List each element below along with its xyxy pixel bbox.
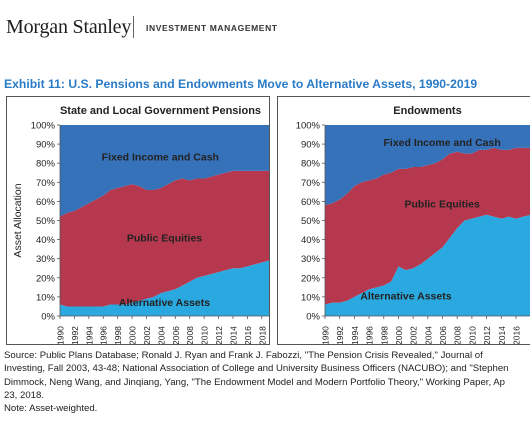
x-tick-label: 2000 — [128, 326, 138, 344]
x-tick-label: 2002 — [409, 326, 419, 344]
y-tick-label: 100% — [31, 121, 56, 132]
x-tick-label: 2016 — [511, 326, 521, 344]
area-fixed-income-and-cash — [325, 125, 530, 206]
source-line: Dimmock, Neng Wang, and Jinqiang, Yang, … — [4, 376, 505, 388]
series-label: Alternative Assets — [360, 290, 451, 302]
asset-weighted-note: Note: Asset-weighted. — [4, 403, 98, 415]
brand-logo: Morgan Stanley — [6, 16, 132, 38]
x-tick-label: 1996 — [99, 326, 109, 344]
x-tick-label: 2014 — [228, 326, 238, 344]
y-tick-label: 50% — [36, 216, 56, 227]
source-line: 23, 2018. — [4, 389, 45, 401]
x-tick-label: 1992 — [70, 326, 80, 344]
area-fixed-income-and-cash — [60, 125, 269, 217]
source-note: Source: Public Plans Database; Ronald J.… — [4, 349, 530, 415]
x-tick-label: 1990 — [321, 326, 331, 344]
x-tick-label: 2018 — [257, 326, 267, 344]
y-tick-label: 40% — [36, 235, 56, 246]
x-tick-label: 1994 — [84, 326, 94, 344]
series-label: Fixed Income and Cash — [102, 152, 219, 164]
x-tick-label: 1996 — [365, 326, 375, 344]
endowments-chart-panel: Endowments Alternative Assets Public Equit… — [277, 96, 530, 345]
exhibit-title: Exhibit 11: U.S. Pensions and Endowments… — [4, 77, 478, 91]
y-tick-label: 10% — [301, 292, 321, 303]
y-tick-label: 40% — [301, 235, 321, 246]
y-tick-label: 20% — [36, 273, 56, 284]
division-label: INVESTMENT MANAGEMENT — [146, 23, 278, 33]
x-tick-label: 2004 — [423, 326, 433, 344]
y-tick-label: 30% — [301, 254, 321, 265]
y-tick-label: 50% — [301, 216, 321, 227]
x-tick-label: 2002 — [142, 326, 152, 344]
x-tick-label: 2012 — [482, 326, 492, 344]
y-tick-label: 60% — [36, 197, 56, 208]
y-tick-label: 0% — [306, 312, 320, 323]
x-tick-label: 1992 — [335, 326, 345, 344]
x-tick-label: 2012 — [214, 326, 224, 344]
x-tick-label: 1998 — [113, 326, 123, 344]
series-label: Alternative Assets — [119, 297, 210, 309]
area-alternative-assets — [60, 260, 269, 316]
pensions-chart-panel: State and Local Government Pensions Alter… — [6, 96, 270, 345]
y-tick-label: 70% — [301, 178, 321, 189]
x-tick-label: 2004 — [156, 326, 166, 344]
y-tick-label: 90% — [36, 140, 56, 151]
y-tick-label: 20% — [301, 273, 321, 284]
x-tick-label: 2008 — [453, 326, 463, 344]
x-tick-label: 2006 — [171, 326, 181, 344]
x-tick-label: 2000 — [394, 326, 404, 344]
area-public-equities — [325, 147, 530, 305]
x-tick-label: 2008 — [185, 326, 195, 344]
area-public-equities — [60, 170, 269, 307]
x-tick-label: 2010 — [467, 326, 477, 344]
series-label: Fixed Income and Cash — [384, 137, 501, 149]
x-tick-label: 1994 — [350, 326, 360, 344]
pensions-area-chart: State and Local Government Pensions Alter… — [12, 105, 269, 344]
chart-title: State and Local Government Pensions — [60, 105, 261, 117]
header-divider — [133, 16, 134, 38]
x-tick-label: 2016 — [243, 326, 253, 344]
y-tick-label: 70% — [36, 178, 56, 189]
series-label: Public Equities — [405, 198, 480, 210]
y-tick-label: 30% — [36, 254, 56, 265]
y-tick-label: 10% — [36, 292, 56, 303]
x-tick-label: 1998 — [379, 326, 389, 344]
endowments-area-chart: Endowments Alternative Assets Public Equit… — [296, 105, 530, 344]
y-tick-label: 0% — [41, 312, 55, 323]
x-tick-label: 2014 — [497, 326, 507, 344]
chart-title: Endowments — [393, 105, 461, 117]
y-axis-label: Asset Allocation — [12, 183, 24, 257]
y-tick-label: 90% — [301, 140, 321, 151]
y-tick-label: 80% — [301, 159, 321, 170]
y-tick-label: 60% — [301, 197, 321, 208]
y-tick-label: 80% — [36, 159, 56, 170]
x-tick-label: 1990 — [56, 326, 66, 344]
x-tick-label: 2010 — [200, 326, 210, 344]
area-alternative-assets — [325, 214, 530, 316]
y-tick-label: 100% — [296, 121, 321, 132]
x-tick-label: 2006 — [438, 326, 448, 344]
source-line: Source: Public Plans Database; Ronald J.… — [4, 350, 483, 361]
series-label: Public Equities — [127, 233, 202, 245]
source-line: Investing, Fall 2003, 43-48; National As… — [4, 363, 509, 375]
